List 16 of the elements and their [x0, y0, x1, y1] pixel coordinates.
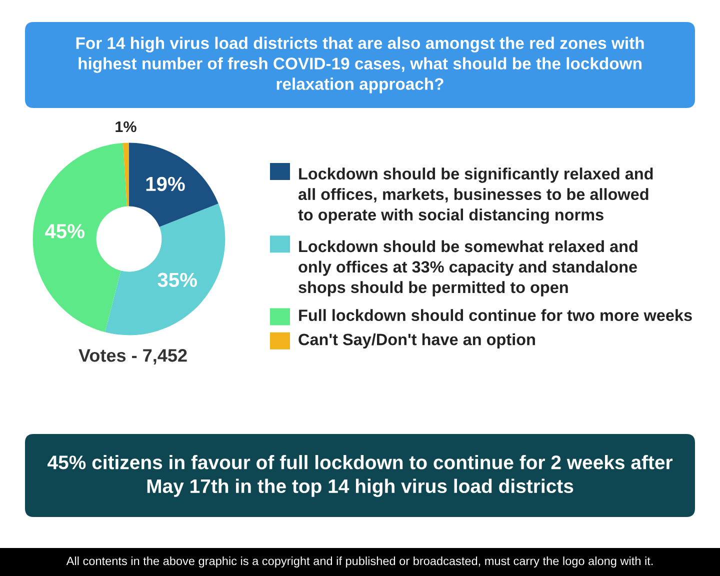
legend-label: Lockdown should be significantly relaxed and all offices, markets, businesses to be allowed to operate with social distancing norms — [298, 168, 653, 224]
donut-slice — [105, 204, 226, 336]
chart-title: For 14 high virus load districts that are also amongst the red zones with highest number of fresh COVID-19 cases, what should be the lockdown relaxation approach? — [76, 36, 644, 94]
legend-label: Full lockdown should continue for two more weeks — [299, 309, 692, 322]
text: All contents in the above graphic is a copyright and if published or broadcasted, must carry the logo along with it. — [66, 556, 653, 568]
data-label: 45% — [44, 224, 84, 238]
text: 45% citizens in favour of full lockdown to continue for 2 weeks after May 17th in the top 14 high virus load districts — [48, 455, 673, 497]
donut-slice — [122, 142, 129, 206]
data-label: 1% — [116, 121, 136, 132]
donut-slice — [32, 143, 127, 332]
text: Votes - 7,452 — [78, 349, 187, 364]
legend-label: Can't Say/Don't have an option — [298, 333, 535, 348]
data-label: 19% — [146, 176, 185, 192]
data-label: 35% — [158, 272, 197, 288]
donut-slice — [129, 142, 218, 227]
legend-label: Lockdown should be somewhat relaxed and only offices at 33% capacity and standalone shops should be permitted to open — [298, 240, 638, 296]
